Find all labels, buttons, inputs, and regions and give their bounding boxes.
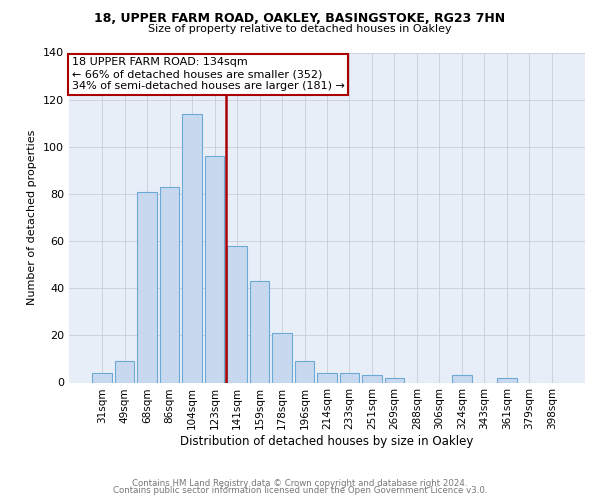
Bar [160,187,179,382]
Y-axis label: Number of detached properties: Number of detached properties [28,130,37,305]
Bar [115,362,134,382]
Bar [497,378,517,382]
Text: 18 UPPER FARM ROAD: 134sqm
← 66% of detached houses are smaller (352)
34% of sem: 18 UPPER FARM ROAD: 134sqm ← 66% of deta… [71,58,344,90]
Bar [272,333,292,382]
Bar [317,373,337,382]
Bar [92,373,112,382]
Bar [295,362,314,382]
Bar [385,378,404,382]
Text: Contains HM Land Registry data © Crown copyright and database right 2024.: Contains HM Land Registry data © Crown c… [132,478,468,488]
Text: 18, UPPER FARM ROAD, OAKLEY, BASINGSTOKE, RG23 7HN: 18, UPPER FARM ROAD, OAKLEY, BASINGSTOKE… [94,12,506,26]
Bar [340,373,359,382]
Bar [452,376,472,382]
Bar [182,114,202,382]
Text: Size of property relative to detached houses in Oakley: Size of property relative to detached ho… [148,24,452,34]
Text: Contains public sector information licensed under the Open Government Licence v3: Contains public sector information licen… [113,486,487,495]
Bar [362,376,382,382]
Bar [137,192,157,382]
Bar [205,156,224,382]
Bar [227,246,247,382]
X-axis label: Distribution of detached houses by size in Oakley: Distribution of detached houses by size … [181,435,473,448]
Bar [250,281,269,382]
